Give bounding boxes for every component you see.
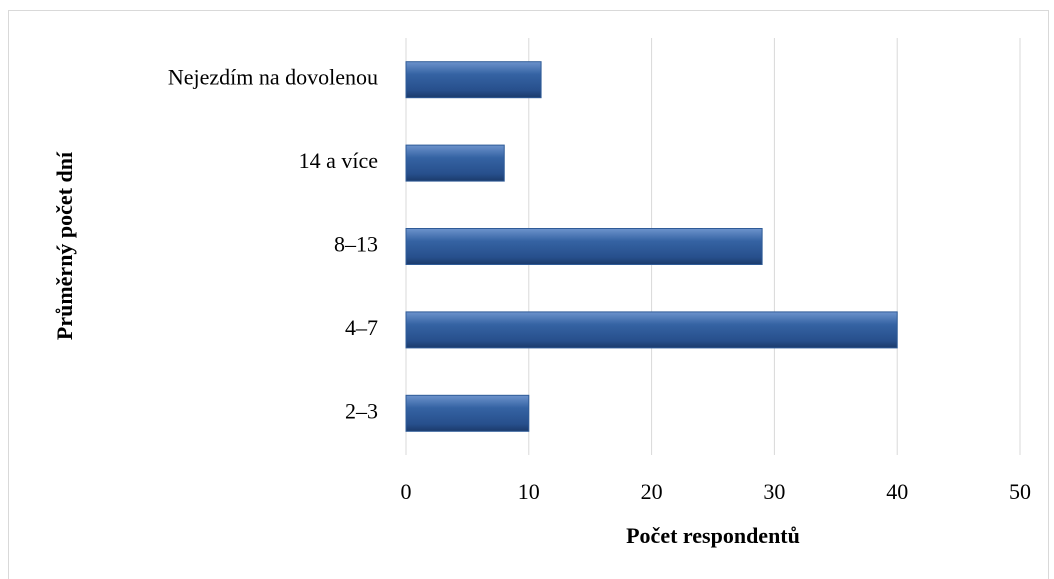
x-tick-label: 50 [1009,479,1031,504]
chart-border [8,10,1049,579]
x-tick-label: 40 [886,479,908,504]
bar [405,61,542,99]
y-tick-label: 4–7 [345,315,378,340]
bar [405,311,898,349]
y-tick-label: 8–13 [334,232,378,257]
bar [405,144,505,182]
y-tick-label: Nejezdím na dovolenou [168,65,378,90]
y-axis-title: Průměrný počet dní [52,151,77,340]
x-tick-label: 10 [518,479,540,504]
bar [405,228,763,265]
x-axis-title: Počet respondentů [626,523,800,548]
x-tick-label: 0 [401,479,412,504]
y-tick-label: 14 a více [299,148,378,173]
x-tick-label: 30 [763,479,785,504]
bar [405,394,530,432]
x-tick-label: 20 [641,479,663,504]
y-tick-label: 2–3 [345,398,378,423]
